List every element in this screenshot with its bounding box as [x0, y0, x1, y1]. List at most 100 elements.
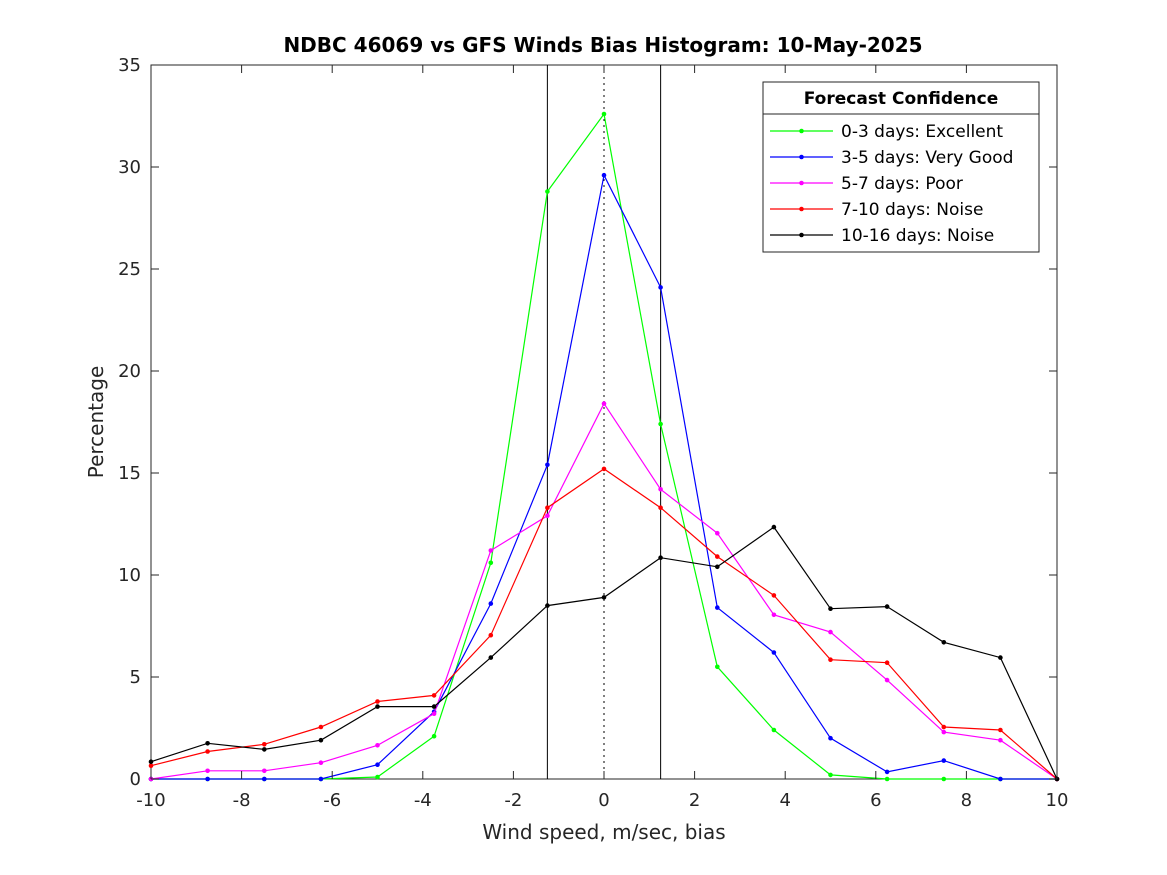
series-5-point: [771, 524, 777, 530]
series-5-point: [375, 704, 380, 709]
series-4-point: [771, 593, 777, 598]
series-4-point: [148, 763, 154, 768]
series-3-point: [715, 530, 720, 536]
series-3-point: [318, 760, 324, 765]
chart-title: NDBC 46069 vs GFS Winds Bias Histogram: …: [283, 33, 922, 57]
legend-swatch-marker: [799, 154, 804, 160]
series-2-point: [318, 776, 324, 782]
series-2-point: [828, 735, 833, 741]
series-4-point: [941, 724, 947, 730]
series-5-point: [431, 704, 437, 709]
series-2-point: [771, 650, 777, 655]
series-1-point: [715, 664, 720, 670]
series-4-point: [205, 749, 210, 754]
legend-swatch-marker: [799, 180, 804, 186]
x-tick-label: -6: [323, 790, 341, 811]
series-4-point: [884, 660, 890, 665]
y-tick-label: 35: [118, 55, 141, 76]
series-3-point: [205, 768, 210, 774]
series-2-point: [488, 601, 494, 606]
x-tick-label: 8: [961, 790, 972, 811]
legend-entry-label: 0-3 days: Excellent: [841, 122, 1003, 142]
y-tick-label: 0: [130, 769, 141, 790]
legend: Forecast Confidence 0-3 days: Excellent 3…: [762, 81, 1040, 253]
series-5-point: [545, 603, 550, 608]
legend-box: [762, 81, 1040, 253]
x-tick-label: 2: [689, 790, 700, 811]
series-4-point: [998, 727, 1003, 733]
y-tick-label: 10: [118, 565, 141, 586]
legend-entry-label: 10-16 days: Noise: [841, 226, 994, 246]
series-4-point: [715, 554, 720, 559]
series-1-point: [431, 733, 437, 739]
legend-swatch-marker: [799, 232, 804, 238]
axis-ticks: -10 -8 -6 -4 -2 0 2 4 6 8 10 0 5 10 15 20 25 30 35: [118, 55, 1068, 811]
y-tick-label: 5: [130, 667, 141, 688]
legend-entry-label: 7-10 days: Noise: [841, 200, 983, 220]
series-2-point: [941, 758, 947, 763]
y-axis-label: Percentage: [84, 366, 108, 479]
series-2-point: [601, 172, 607, 178]
x-tick-label: -10: [136, 790, 165, 811]
y-tick-label: 30: [118, 157, 141, 178]
series-5-point: [998, 655, 1003, 660]
series-1-point: [771, 727, 777, 733]
series-1-point: [375, 774, 380, 780]
series-4-point: [601, 466, 607, 472]
series-5-point: [941, 640, 947, 645]
series-4-point: [488, 632, 494, 638]
series-3-point: [545, 513, 550, 519]
series-3-point: [771, 612, 777, 618]
series-5-point: [884, 604, 890, 609]
series-1-point: [941, 776, 947, 782]
series-2-point: [998, 776, 1003, 782]
series-4-point: [375, 699, 380, 704]
series-3-point: [488, 548, 494, 553]
x-tick-label: 6: [870, 790, 881, 811]
legend-entry-label: 3-5 days: Very Good: [841, 148, 1013, 168]
series-layer: [148, 111, 1060, 782]
series-5-point: [658, 555, 663, 560]
series-1-point: [884, 776, 890, 782]
legend-swatch-marker: [799, 206, 804, 212]
series-3-point: [431, 711, 437, 716]
series-2-point: [715, 605, 720, 610]
series-1-point: [828, 772, 833, 778]
series-1-point: [658, 421, 663, 427]
series-4-point: [262, 742, 267, 747]
x-tick-label: 0: [598, 790, 609, 811]
legend-title: Forecast Confidence: [804, 89, 999, 109]
y-tick-label: 25: [118, 259, 141, 280]
series-3-point: [884, 677, 890, 683]
x-axis-label: Wind speed, m/sec, bias: [482, 820, 725, 844]
x-tick-label: -2: [504, 790, 522, 811]
series-1-point: [601, 111, 607, 117]
series-2-point: [545, 462, 550, 468]
legend-entry-label: 5-7 days: Poor: [841, 174, 963, 194]
series-3-point: [828, 629, 833, 635]
series-5-point: [205, 741, 210, 746]
series-4-point: [658, 505, 663, 511]
series-3-point: [998, 737, 1003, 743]
series-4-point: [318, 724, 324, 730]
series-2-point: [205, 776, 210, 782]
series-1-point: [488, 560, 494, 566]
legend-swatch-marker: [799, 128, 804, 134]
series-5-point: [601, 595, 607, 600]
series-4-point: [828, 657, 833, 662]
series-2-point: [884, 769, 890, 775]
series-3-point: [262, 768, 267, 774]
series-4-point: [545, 505, 550, 511]
y-tick-label: 20: [118, 361, 141, 382]
series-5-point: [318, 737, 324, 743]
series-3-point: [658, 487, 663, 492]
series-2-point: [658, 285, 663, 290]
x-tick-label: -4: [414, 790, 432, 811]
series-5-point: [715, 564, 720, 570]
x-tick-label: -8: [233, 790, 251, 811]
series-1-point: [545, 189, 550, 194]
series-3-point: [941, 729, 947, 735]
series-2-point: [375, 762, 380, 767]
series-5-point: [262, 747, 267, 752]
